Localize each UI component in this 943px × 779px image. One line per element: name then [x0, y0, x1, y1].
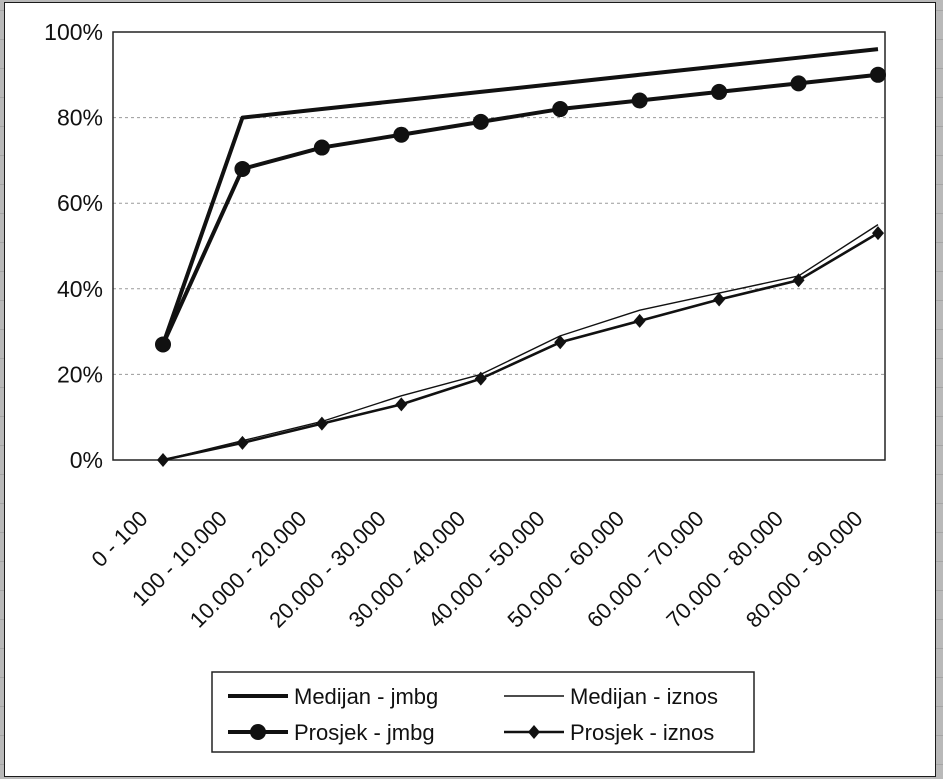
legend-label: Medijan - jmbg: [294, 684, 438, 709]
series-prosjek-iznos: [157, 226, 884, 467]
data-point-circle: [155, 336, 171, 353]
data-point-diamond: [395, 397, 408, 412]
data-point-circle: [870, 66, 886, 83]
series-line: [162, 224, 879, 461]
series-line: [161, 72, 879, 346]
data-point-circle: [313, 139, 330, 156]
y-tick-label: 100%: [44, 19, 103, 45]
data-point-circle: [472, 113, 489, 130]
series-line: [162, 232, 879, 462]
y-tick-label: 80%: [57, 105, 103, 131]
data-point-circle: [790, 75, 807, 92]
y-tick-label: 60%: [57, 190, 103, 216]
data-point-circle: [552, 101, 569, 118]
data-point-diamond: [236, 435, 249, 450]
data-point-diamond: [872, 226, 884, 241]
plot-area-frame: [112, 31, 886, 461]
legend-label: Prosjek - jmbg: [294, 720, 435, 745]
data-point-circle: [393, 126, 410, 143]
data-point-diamond: [633, 313, 646, 328]
data-point-diamond: [554, 335, 567, 350]
y-tick-label: 0%: [70, 447, 103, 473]
data-point-diamond: [474, 371, 487, 386]
data-point-diamond: [713, 292, 726, 307]
series-line: [161, 47, 879, 346]
data-point-diamond: [315, 416, 328, 431]
series-medijan-iznos: [162, 224, 879, 461]
legend-entry: Prosjek - jmbg: [228, 720, 435, 745]
y-axis-ticks: 0% 20% 40% 60% 80% 100%: [44, 19, 103, 473]
data-point-diamond: [157, 453, 169, 467]
series-medijan-jmbg: [161, 47, 879, 346]
legend-entry: Medijan - iznos: [504, 684, 718, 709]
data-point-diamond: [792, 273, 805, 288]
legend: Medijan - jmbg Prosjek - jmbg Medijan - iz…: [211, 671, 755, 753]
x-tick-label: 0 - 100: [86, 506, 152, 572]
chart-figure: 0% 20% 40% 60% 80% 100% 0 - 100 100 - 10.000 10…: [4, 2, 936, 777]
data-point-circle: [711, 83, 728, 100]
legend-label: Medijan - iznos: [570, 684, 718, 709]
y-tick-label: 40%: [57, 276, 103, 302]
series-lines: [155, 47, 886, 467]
series-prosjek-jmbg: [155, 66, 886, 353]
data-point-circle: [234, 160, 251, 177]
legend-entry: Prosjek - iznos: [504, 720, 714, 745]
legend-entry: Medijan - jmbg: [228, 684, 438, 709]
data-point-diamond: [528, 725, 540, 739]
data-point-circle: [631, 92, 648, 109]
legend-box: [211, 671, 755, 753]
legend-label: Prosjek - iznos: [570, 720, 714, 745]
data-point-circle: [250, 724, 266, 740]
y-tick-label: 20%: [57, 361, 103, 387]
